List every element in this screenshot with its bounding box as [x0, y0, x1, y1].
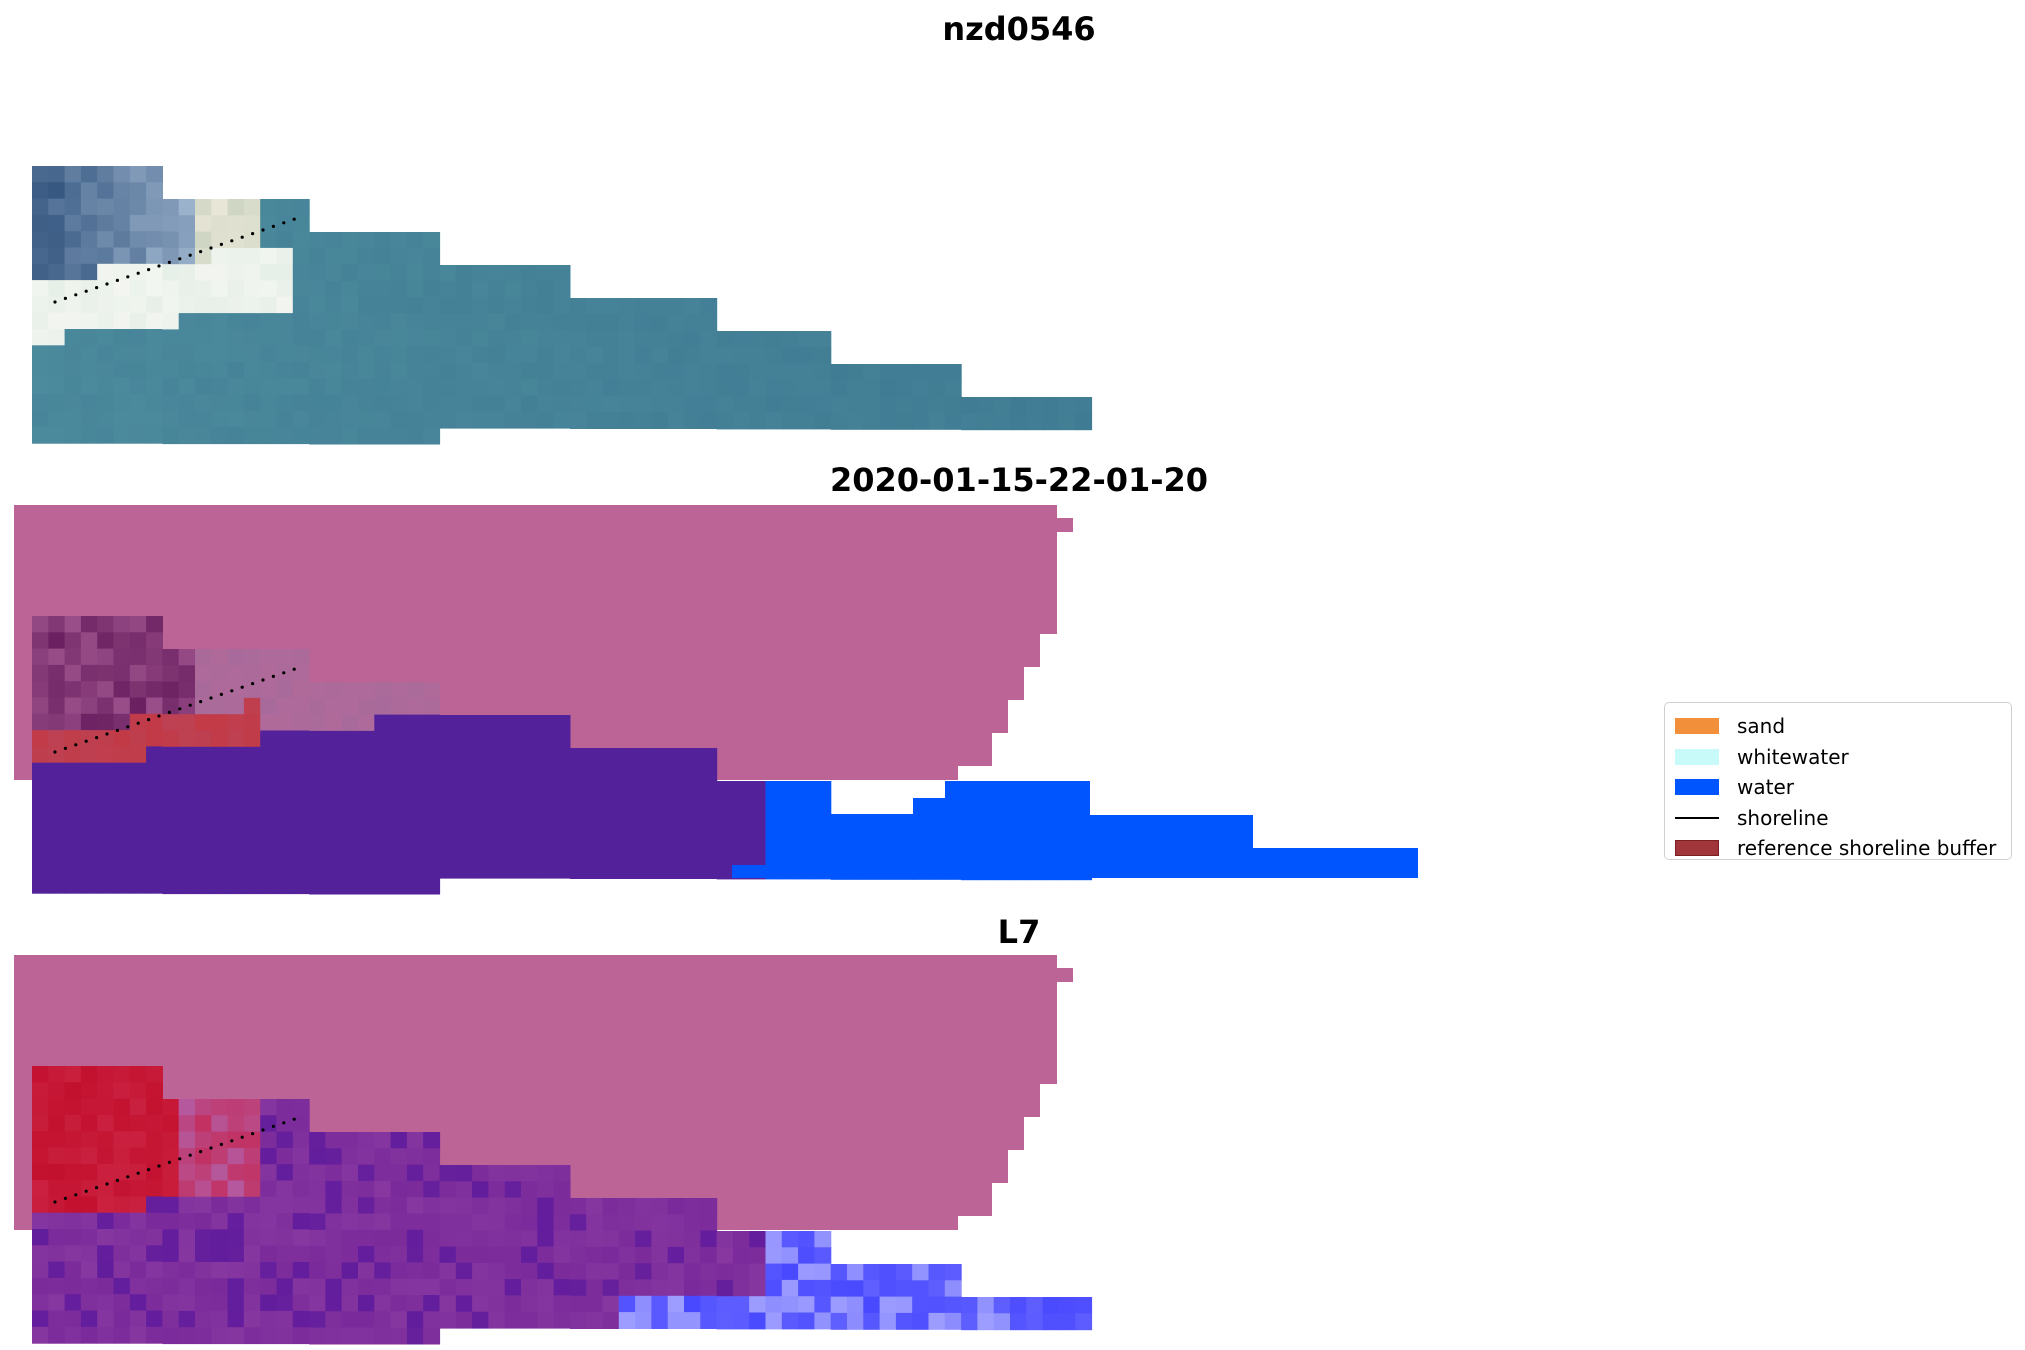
legend-label: shoreline: [1737, 805, 1829, 830]
water-swatch: [1675, 779, 1719, 796]
shoreline-dots: [53, 217, 296, 304]
panel-title-rgb: nzd0546: [942, 10, 1096, 48]
buffer-swatch: [1675, 840, 1719, 857]
sand-swatch: [1675, 718, 1719, 735]
legend-item-shoreline: shoreline: [1675, 803, 2001, 834]
classified-image-panel: [14, 505, 1418, 895]
probability-pixels: [32, 1066, 1093, 1345]
shoreline-dots: [53, 1117, 296, 1204]
legend-item-buffer: reference shoreline buffer: [1675, 833, 2001, 864]
legend-item-whitewater: whitewater: [1675, 742, 2001, 773]
rgb-pixels: [32, 166, 1093, 445]
shoreline-dots: [53, 667, 296, 754]
legend-label: reference shoreline buffer: [1737, 836, 1997, 861]
rgb-image-panel: [32, 166, 1093, 445]
legend-item-water: water: [1675, 772, 2001, 803]
legend-label: whitewater: [1737, 744, 1849, 769]
legend-item-sand: sand: [1675, 711, 2001, 742]
whitewater-swatch: [1675, 748, 1719, 765]
panel-title-classified: 2020-01-15-22-01-20: [829, 461, 1209, 499]
probability-image-panel: [14, 955, 1093, 1345]
shoreline-line-icon: [1675, 816, 1719, 819]
legend-label: water: [1737, 775, 1794, 800]
legend-label: sand: [1737, 714, 1786, 739]
water-area: [732, 781, 1418, 878]
panel-title-probability: L7: [997, 913, 1041, 951]
legend: sand whitewater water shoreline referenc…: [1664, 702, 2012, 860]
